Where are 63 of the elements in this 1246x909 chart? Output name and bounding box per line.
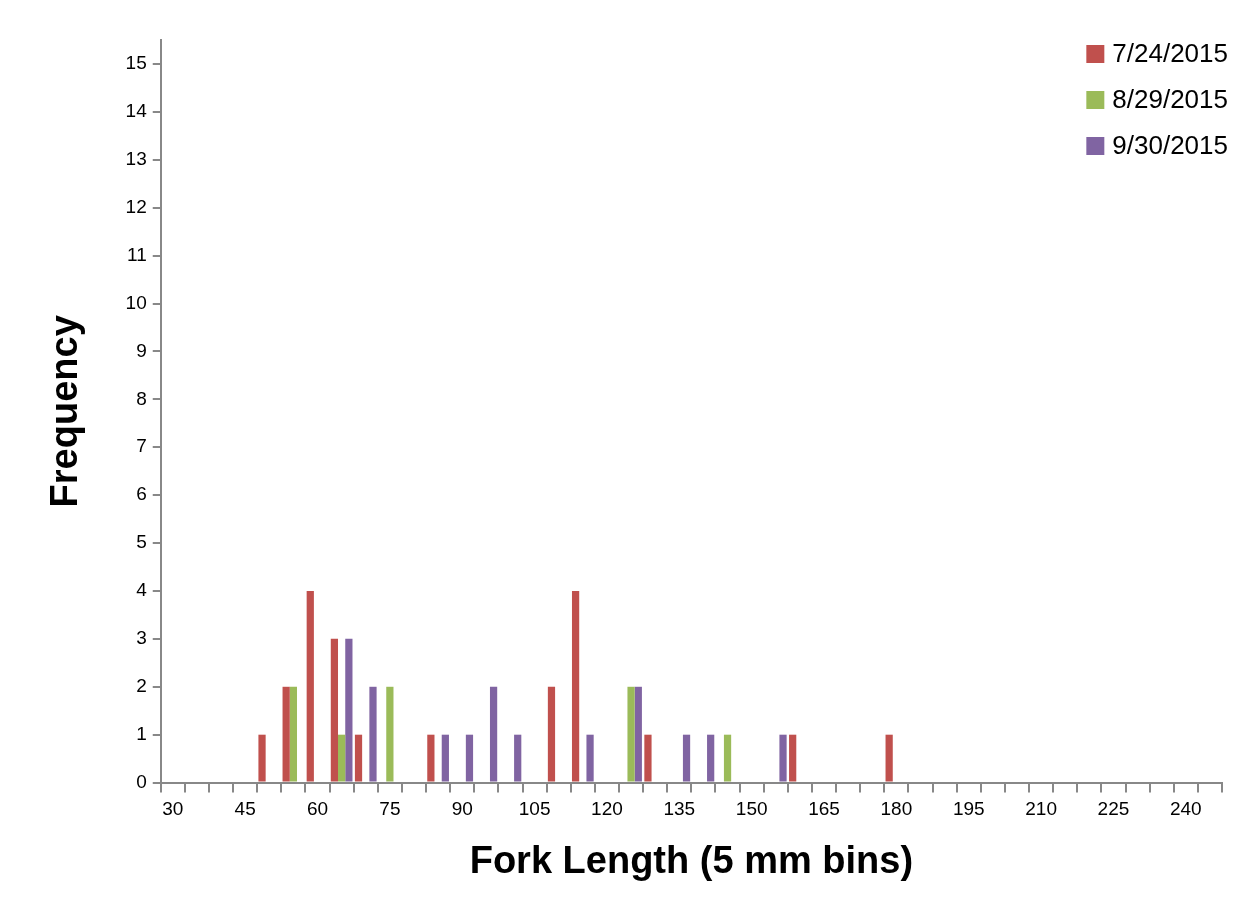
bar	[338, 734, 346, 782]
y-tick-label: 14	[125, 100, 148, 122]
x-tick-label: 105	[518, 798, 551, 820]
bar	[682, 734, 691, 782]
legend-label: 7/24/2015	[1112, 38, 1228, 69]
bar	[441, 734, 449, 782]
y-tick-label: 1	[136, 722, 147, 744]
bar	[547, 686, 556, 782]
x-tick-label: 30	[162, 798, 184, 820]
bar	[386, 686, 394, 782]
x-tick-label: 165	[808, 798, 840, 820]
y-tick-label: 15	[125, 52, 147, 74]
x-tick-label: 240	[1169, 798, 1202, 820]
bar	[465, 734, 474, 782]
x-tick-label: 180	[880, 798, 913, 820]
x-tick-label: 45	[234, 798, 256, 820]
bar	[289, 686, 298, 782]
y-tick-label: 11	[127, 243, 147, 265]
x-tick-label: 195	[952, 798, 985, 820]
y-tick-label: 7	[136, 435, 147, 457]
bar	[634, 686, 642, 782]
y-tick-label: 0	[136, 770, 147, 792]
bar	[644, 734, 652, 782]
x-tick-label: 60	[306, 798, 329, 820]
y-tick-label: 13	[125, 148, 147, 170]
x-tick-label: 120	[591, 798, 623, 820]
bar	[586, 734, 594, 782]
y-tick-label: 12	[125, 195, 147, 217]
x-tick-label: 75	[379, 798, 401, 820]
bar	[282, 686, 290, 782]
bar	[789, 734, 797, 782]
x-axis-title: Fork Length (5 mm bins)	[469, 838, 914, 881]
y-tick-label: 3	[136, 627, 147, 649]
bar	[779, 734, 787, 782]
x-tick-label: 225	[1097, 798, 1130, 820]
bar	[306, 590, 314, 782]
bar	[514, 734, 522, 782]
x-tick-label: 150	[735, 798, 768, 820]
bar	[707, 734, 715, 782]
legend-label: 8/29/2015	[1112, 84, 1228, 115]
y-tick-label: 2	[136, 675, 147, 697]
y-tick-label: 9	[136, 339, 147, 361]
bar	[427, 734, 435, 782]
legend-label: 9/30/2015	[1112, 130, 1228, 161]
x-tick-label: 210	[1025, 798, 1057, 820]
y-tick-label: 4	[136, 579, 148, 601]
y-tick-label: 6	[136, 483, 147, 505]
bar	[354, 734, 363, 782]
bar	[885, 734, 893, 782]
y-axis-title: Frequency	[43, 315, 86, 508]
y-tick-label: 5	[136, 531, 147, 553]
bar	[258, 734, 266, 782]
bar	[723, 734, 732, 782]
y-tick-label: 10	[125, 291, 147, 313]
x-tick-label: 135	[663, 798, 696, 820]
bar	[489, 686, 498, 782]
y-tick-label: 8	[136, 387, 147, 409]
bar	[627, 686, 635, 782]
x-tick-label: 90	[451, 798, 473, 820]
bar	[369, 686, 377, 782]
bar	[330, 638, 339, 782]
bar	[571, 590, 580, 782]
bar	[345, 638, 353, 782]
